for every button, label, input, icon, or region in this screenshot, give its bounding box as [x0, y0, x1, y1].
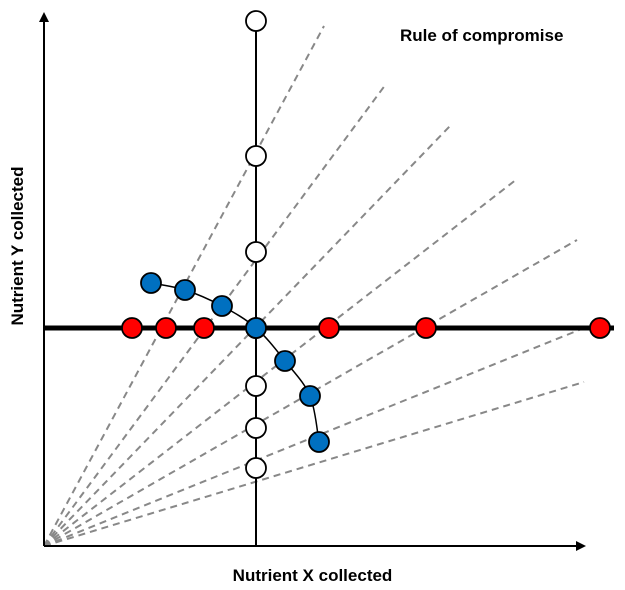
nutritional-rail-7 — [43, 381, 585, 547]
white-point-4 — [245, 375, 267, 397]
white-point-1 — [245, 10, 267, 32]
blue-point-1 — [140, 272, 162, 294]
red-point-5 — [318, 317, 340, 339]
lines-layer — [44, 14, 614, 546]
white-point-6 — [245, 457, 267, 479]
rails-layer — [43, 25, 585, 547]
red-point-7 — [589, 317, 611, 339]
red-point-1 — [121, 317, 143, 339]
axes-layer — [39, 12, 586, 551]
blue-point-6 — [299, 385, 321, 407]
red-point-3 — [193, 317, 215, 339]
chart-title: Rule of compromise — [400, 26, 564, 45]
blue-point-2 — [174, 279, 196, 301]
white-point-3 — [245, 241, 267, 263]
blue-point-7 — [308, 431, 330, 453]
x-axis-label: Nutrient X collected — [232, 566, 393, 585]
nutritional-rail-1 — [43, 25, 325, 547]
white-point-5 — [245, 417, 267, 439]
y-axis-label: Nutrient Y collected — [8, 166, 27, 326]
red-point-2 — [155, 317, 177, 339]
nutritional-rail-3 — [43, 125, 451, 547]
red-point-6 — [415, 317, 437, 339]
white-point-2 — [245, 145, 267, 167]
points-layer — [121, 10, 611, 479]
nutritional-rail-5 — [43, 239, 578, 547]
blue-point-5 — [274, 350, 296, 372]
nutritional-rail-4 — [43, 178, 518, 547]
blue-point-3 — [211, 295, 233, 317]
blue-point-4 — [245, 317, 267, 339]
